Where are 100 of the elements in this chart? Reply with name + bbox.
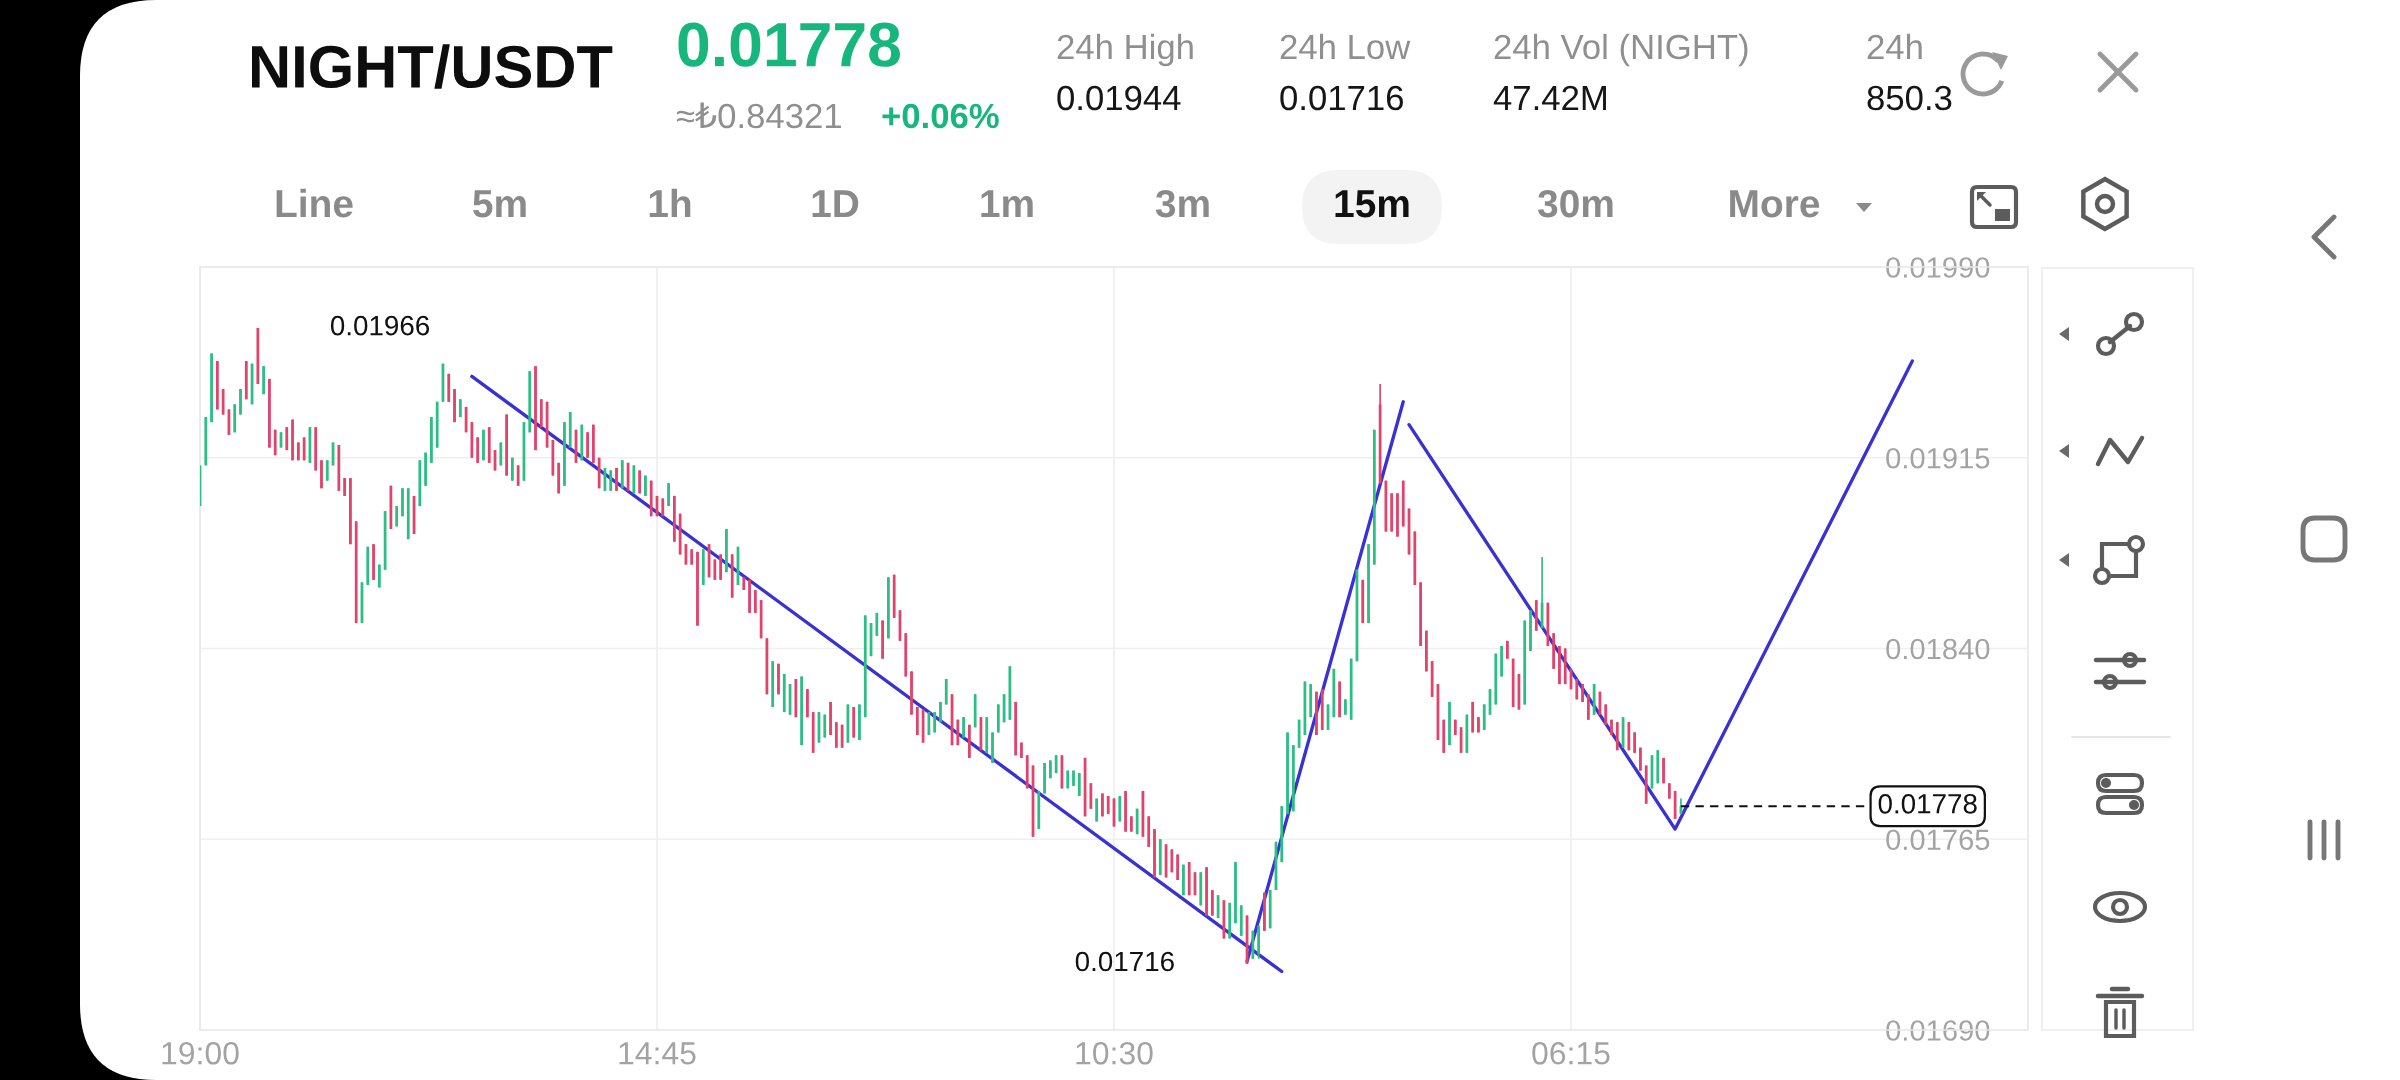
candlestick [1176,853,1180,881]
candlestick [1396,492,1399,538]
text: More [1730,190,1820,218]
text: 1D [812,190,859,218]
candlestick [1263,891,1266,932]
candlestick [858,703,861,741]
candlestick [563,421,566,487]
candlestick [1234,861,1237,925]
candlestick [210,352,213,423]
candlestick [1338,680,1341,719]
candlestick [291,418,294,462]
candlestick [1558,645,1561,685]
candlestick [1286,731,1289,815]
annotation: 0.01716 [1075,951,1174,972]
text: 5m [473,190,526,218]
text: 0.01944 [1057,85,1181,111]
candlestick [910,670,913,716]
text: 24h High [1057,33,1193,67]
text: 1m [981,190,1033,218]
text: 24h Vol (NIGHT) [1494,33,1748,67]
candlestick [401,487,404,518]
candlestick [1020,741,1023,759]
candlestick [609,469,613,492]
ref-line-label: 0.01778 [1878,793,1977,814]
candlestick [1448,701,1451,746]
x-tick-label: 10:30 [1076,1041,1153,1065]
candlestick [1182,863,1185,897]
candlestick [1153,828,1156,879]
candlestick [887,576,890,640]
candlestick [320,459,323,490]
candlestick [262,365,266,396]
candlestick [1505,640,1509,660]
candlestick [1610,718,1613,736]
candlestick [806,688,809,719]
candlestick [800,675,804,746]
candlestick [268,378,271,449]
candlestick [829,701,832,736]
candlestick [1072,769,1075,787]
candlestick [325,459,329,482]
candlestick [343,477,347,497]
candlestick [516,464,520,487]
text: 15m [1335,190,1409,218]
candlestick [1604,703,1608,726]
candlestick [667,482,670,507]
text: 850.3 [1867,85,1952,111]
candlestick [505,413,508,477]
candlestick [510,456,514,482]
candlestick [719,553,723,581]
text: Line [276,188,353,218]
candlestick [586,431,589,459]
y-tick-label: 0.01990 [1886,257,1990,278]
y-tick-label: 0.01840 [1886,638,1990,660]
text: +0.06% [882,103,999,129]
candlestick [962,716,965,739]
candlestick [453,388,456,423]
candlestick [713,558,717,581]
candlestick [424,451,427,487]
candlestick [927,711,931,736]
candlestick [1315,690,1318,736]
y-tick-label: 0.01690 [1886,1020,1990,1041]
candlestick [1581,683,1584,703]
candlestick [1205,866,1208,917]
candlestick [753,589,757,614]
text: 47.42M [1493,85,1606,110]
candlestick [1500,645,1503,678]
candlestick [881,619,884,660]
text: 1h [649,188,691,218]
candlestick [1639,746,1642,772]
text: 30m [1537,189,1613,218]
y-tick-label: 0.01765 [1886,829,1990,851]
text: ≈₺0.84321 [676,102,841,129]
candlestick [1477,716,1480,734]
x-tick-label: 06:15 [1532,1041,1610,1065]
candlestick [644,474,647,497]
text: 24h Low [1280,33,1411,60]
candlestick [991,731,994,764]
text: 24h [1867,33,1922,59]
candlestick [939,701,942,724]
candlestick [1529,609,1532,652]
candlestick [534,365,537,451]
candlestick [615,467,618,492]
chart-title: NIGHT/USDT [251,44,613,89]
candlestick [1662,757,1665,785]
x-tick-label: 19:00 [162,1041,239,1065]
candlestick [696,551,699,627]
y-tick-label: 0.01915 [1886,447,1990,469]
candlestick [1424,629,1428,673]
candlestick [967,723,971,759]
candlestick [591,423,595,464]
x-tick-label: 14:45 [619,1042,696,1065]
candlestick [1257,924,1261,960]
candlestick [349,477,352,546]
candlestick [1124,790,1127,833]
candlestick [1043,762,1046,795]
annotation: 0.01966 [330,315,430,336]
candlestick [748,578,751,614]
candlestick [777,662,780,696]
candlestick [1367,543,1370,624]
candlestick [430,416,433,464]
candlestick [1344,698,1347,716]
